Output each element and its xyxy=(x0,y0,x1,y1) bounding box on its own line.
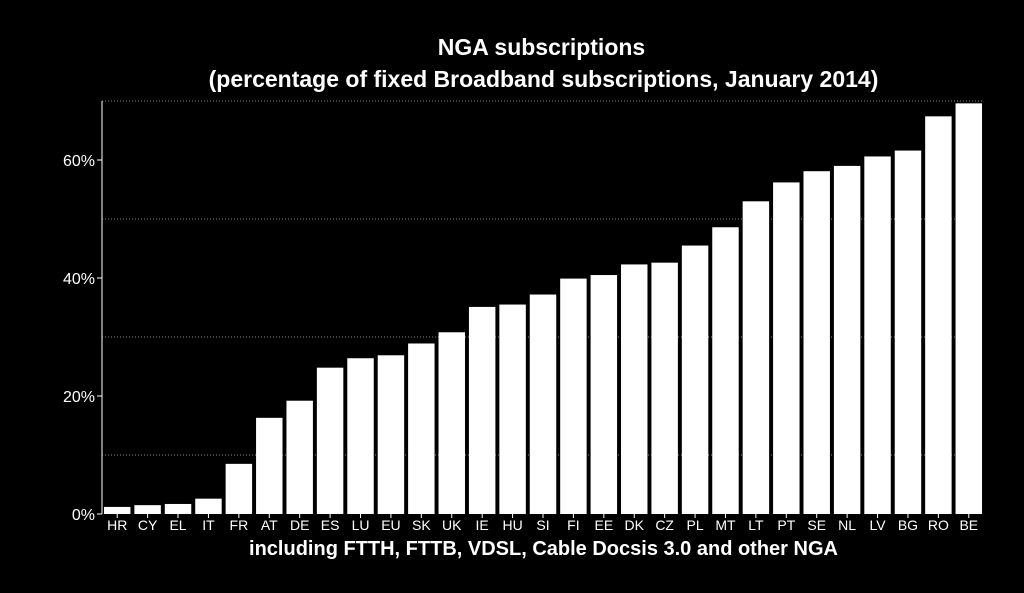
x-tick-label: UK xyxy=(442,517,462,533)
x-tick-label: BG xyxy=(898,517,918,533)
bar-at xyxy=(256,417,283,514)
x-tick-label: SK xyxy=(412,517,431,533)
x-tick-label: HR xyxy=(107,517,127,533)
y-tick-label: 40% xyxy=(63,271,95,288)
x-tick-label: EL xyxy=(169,517,186,533)
bar-ro xyxy=(925,116,952,514)
bar-pl xyxy=(681,245,709,515)
x-tick-label: IT xyxy=(202,517,215,533)
chart-subtitle: (percentage of fixed Broadband subscript… xyxy=(208,66,879,92)
bar-es xyxy=(316,367,344,514)
bar-lt xyxy=(742,201,770,515)
bar-lv xyxy=(864,156,891,514)
x-tick-label: PT xyxy=(777,517,795,533)
y-tick-label: 60% xyxy=(63,153,95,170)
bar-fi xyxy=(560,278,587,514)
bar-hu xyxy=(499,304,526,514)
bar-cy xyxy=(134,505,161,514)
bar-bg xyxy=(894,150,922,514)
x-tick-labels: HR CY EL IT FR AT DE ES LU EU SK UK IE HU SI FI EE DK CZ PL… xyxy=(107,514,978,533)
x-tick-label: CY xyxy=(138,517,158,533)
x-tick-label: LT xyxy=(748,517,764,533)
bar-it xyxy=(195,498,222,514)
bar-el xyxy=(164,503,192,514)
bar-dk xyxy=(621,264,648,514)
y-axis: 0% 20% 40% 60% xyxy=(63,101,103,524)
bar-sk xyxy=(408,343,435,514)
bar-ee xyxy=(590,275,618,514)
bar-be xyxy=(955,103,983,515)
y-tick-label: 0% xyxy=(72,507,95,524)
x-tick-label: DK xyxy=(625,517,645,533)
x-tick-label: NL xyxy=(838,517,856,533)
bar-eu xyxy=(377,355,405,514)
x-tick-label: EU xyxy=(381,517,400,533)
bar-hr xyxy=(103,506,131,514)
x-tick-label: SI xyxy=(536,517,549,533)
bar-nl xyxy=(833,165,861,514)
x-tick-label: FI xyxy=(567,517,579,533)
bar-fr xyxy=(225,463,253,514)
x-tick-label: CZ xyxy=(655,517,674,533)
x-tick-label: BE xyxy=(959,517,978,533)
x-tick-label: RO xyxy=(928,517,949,533)
bar-si xyxy=(529,294,557,514)
x-tick-label: PL xyxy=(687,517,704,533)
bar-de xyxy=(286,400,313,514)
y-tick-label: 20% xyxy=(63,389,95,406)
x-tick-label: IE xyxy=(476,517,489,533)
x-tick-label: FR xyxy=(230,517,249,533)
x-tick-label: HU xyxy=(502,517,522,533)
x-tick-label: DE xyxy=(290,517,309,533)
x-tick-label: MT xyxy=(715,517,736,533)
bar-ie xyxy=(468,306,496,514)
x-tick-label: EE xyxy=(594,517,613,533)
x-axis-label: including FTTH, FTTB, VDSL, Cable Docsis… xyxy=(249,538,838,560)
chart-title: NGA subscriptions xyxy=(437,34,646,60)
bar-lu xyxy=(347,358,374,514)
bar-mt xyxy=(712,227,739,514)
bar-pt xyxy=(773,182,800,515)
x-tick-label: LV xyxy=(870,517,887,533)
bar-uk xyxy=(438,332,465,514)
bar-se xyxy=(803,171,830,514)
x-tick-label: SE xyxy=(807,517,826,533)
x-tick-label: AT xyxy=(261,517,278,533)
bar-cz xyxy=(651,262,678,514)
x-tick-label: LU xyxy=(352,517,370,533)
bars xyxy=(103,103,983,515)
x-tick-label: ES xyxy=(321,517,340,533)
